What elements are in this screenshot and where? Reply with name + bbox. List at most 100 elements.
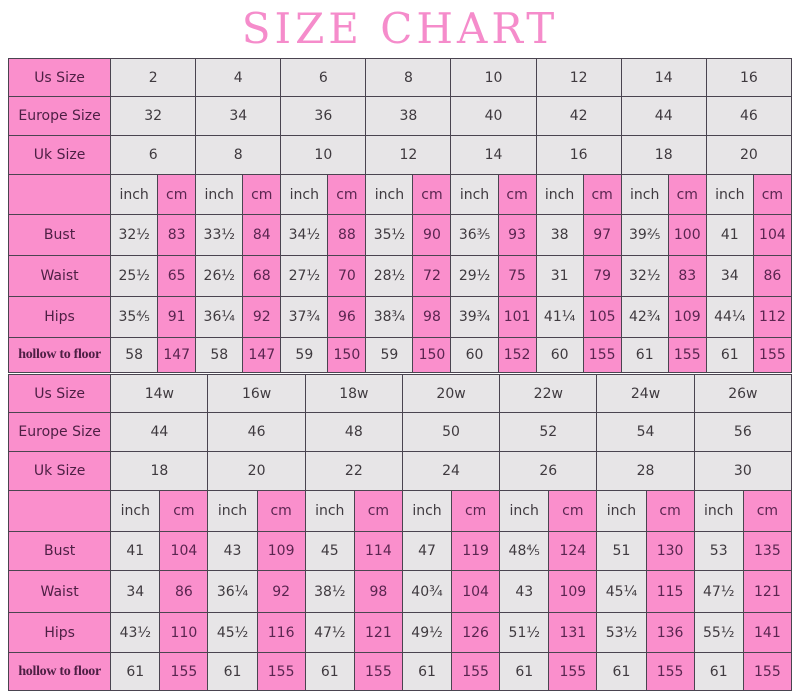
us-size-cell: 8 <box>365 58 452 97</box>
us-size-cell: 16w <box>207 374 306 413</box>
hips-inch-cell: 51½ <box>499 612 550 653</box>
bust-row: Bust 32½ 83 33½ 84 34½ 88 35½ 90 36³⁄₅ 93 38 97 39²⁄₅… <box>7 214 793 256</box>
hollow-inch-cell: 61 <box>304 652 355 691</box>
hollow-cm-cell: 150 <box>327 337 367 373</box>
uk-size-cell: 12 <box>365 135 452 175</box>
waist-inch-cell: 43 <box>499 570 550 613</box>
hips-cm-cell: 136 <box>645 612 695 653</box>
waist-cm-cell: 79 <box>582 255 622 297</box>
hips-inch-cell: 41¼ <box>535 296 584 338</box>
unit-inch: inch <box>195 174 244 215</box>
uk-size-cell: 10 <box>280 135 367 175</box>
waist-cm-cell: 86 <box>752 255 793 297</box>
bust-cm-cell: 84 <box>242 214 282 256</box>
waist-cm-cell: 75 <box>497 255 537 297</box>
us-size-cell: 16 <box>705 58 793 97</box>
page-title: SIZE CHART <box>241 4 559 53</box>
unit-cm: cm <box>582 174 622 215</box>
bust-inch-cell: 32½ <box>110 214 159 256</box>
bust-inch-cell: 41 <box>705 214 754 256</box>
unit-cm: cm <box>412 174 452 215</box>
uk-size-cell: 26 <box>499 451 598 491</box>
waist-cm-cell: 65 <box>157 255 197 297</box>
europe-size-row: Europe Size 32 34 36 38 40 42 44 46 <box>7 96 793 136</box>
row-label-bust: Bust <box>7 531 112 571</box>
waist-inch-cell: 27½ <box>280 255 329 297</box>
waist-cm-cell: 72 <box>412 255 452 297</box>
hollow-cm-cell: 152 <box>497 337 537 373</box>
europe-size-cell: 38 <box>365 96 452 136</box>
hollow-cm-cell: 150 <box>412 337 452 373</box>
bust-cm-cell: 135 <box>742 531 793 571</box>
bust-inch-cell: 51 <box>596 531 647 571</box>
bust-cm-cell: 90 <box>412 214 452 256</box>
waist-inch-cell: 34 <box>705 255 754 297</box>
waist-inch-cell: 34 <box>110 570 161 613</box>
us-size-row: Us Size 2 4 6 8 10 12 14 16 <box>7 58 793 97</box>
waist-cm-cell: 70 <box>327 255 367 297</box>
hollow-cm-cell: 155 <box>159 652 209 691</box>
hips-inch-cell: 37¾ <box>280 296 329 338</box>
hips-inch-cell: 44¼ <box>705 296 754 338</box>
hips-cm-cell: 116 <box>256 612 306 653</box>
hips-inch-cell: 45½ <box>207 612 258 653</box>
unit-inch: inch <box>596 490 647 532</box>
us-size-cell: 22w <box>499 374 598 413</box>
size-table-standard: Us Size 2 4 6 8 10 12 14 16 Europe Size 32 34 36 38 40… <box>7 58 793 373</box>
us-size-cell: 14w <box>110 374 209 413</box>
us-size-cell: 14 <box>620 58 707 97</box>
uk-size-cell: 18 <box>620 135 707 175</box>
hollow-row: hollow to floor 58 147 58 147 59 150 59 150 60 152… <box>7 337 793 373</box>
unit-inch: inch <box>620 174 669 215</box>
waist-cm-cell: 83 <box>667 255 707 297</box>
bust-cm-cell: 130 <box>645 531 695 571</box>
unit-label-blank <box>7 490 112 532</box>
unit-inch: inch <box>280 174 329 215</box>
unit-cm: cm <box>451 490 501 532</box>
unit-inch: inch <box>110 174 159 215</box>
europe-size-cell: 32 <box>110 96 197 136</box>
unit-label-blank <box>7 174 112 215</box>
bust-inch-cell: 38 <box>535 214 584 256</box>
hips-inch-cell: 47½ <box>304 612 355 653</box>
unit-inch: inch <box>401 490 453 532</box>
unit-cm: cm <box>548 490 598 532</box>
unit-inch: inch <box>535 174 584 215</box>
uk-size-cell: 20 <box>705 135 793 175</box>
uk-size-cell: 6 <box>110 135 197 175</box>
uk-size-cell: 30 <box>693 451 793 491</box>
row-label-hollow: hollow to floor <box>7 337 112 373</box>
hips-inch-cell: 42¾ <box>620 296 669 338</box>
bust-cm-cell: 104 <box>159 531 209 571</box>
europe-size-cell: 48 <box>304 412 403 452</box>
unit-inch: inch <box>365 174 414 215</box>
waist-cm-cell: 109 <box>548 570 598 613</box>
waist-inch-cell: 38½ <box>304 570 355 613</box>
bust-inch-cell: 36³⁄₅ <box>450 214 499 256</box>
hips-inch-cell: 43¹⁄₂ <box>110 612 161 653</box>
unit-cm: cm <box>157 174 197 215</box>
waist-cm-cell: 92 <box>256 570 306 613</box>
hollow-inch-cell: 60 <box>450 337 499 373</box>
bust-cm-cell: 119 <box>451 531 501 571</box>
row-label-uk: Uk Size <box>7 451 112 491</box>
hollow-cm-cell: 155 <box>256 652 306 691</box>
waist-row: Waist 25½ 65 26½ 68 27½ 70 28½ 72 29½ 75 31 79 32½ 83 3… <box>7 255 793 297</box>
waist-cm-cell: 98 <box>353 570 403 613</box>
hollow-inch-cell: 61 <box>499 652 550 691</box>
waist-cm-cell: 104 <box>451 570 501 613</box>
hips-cm-cell: 121 <box>353 612 403 653</box>
waist-cm-cell: 121 <box>742 570 793 613</box>
unit-header-row: inch cm inch cm inch cm inch cm inch cm inch cm inch… <box>7 490 793 532</box>
hollow-inch-cell: 59 <box>365 337 414 373</box>
uk-size-cell: 22 <box>304 451 403 491</box>
europe-size-cell: 52 <box>499 412 598 452</box>
waist-inch-cell: 32½ <box>620 255 669 297</box>
hips-cm-cell: 126 <box>451 612 501 653</box>
us-size-row: Us Size 14w 16w 18w 20w 22w 24w 26w <box>7 374 793 413</box>
hips-row: Hips 35⁴⁄₅ 91 36¼ 92 37¾ 96 38¾ 98 39¾ 101 41¼ 105 42… <box>7 296 793 338</box>
us-size-cell: 20w <box>401 374 501 413</box>
unit-cm: cm <box>256 490 306 532</box>
us-size-cell: 18w <box>304 374 403 413</box>
hips-inch-cell: 53½ <box>596 612 647 653</box>
